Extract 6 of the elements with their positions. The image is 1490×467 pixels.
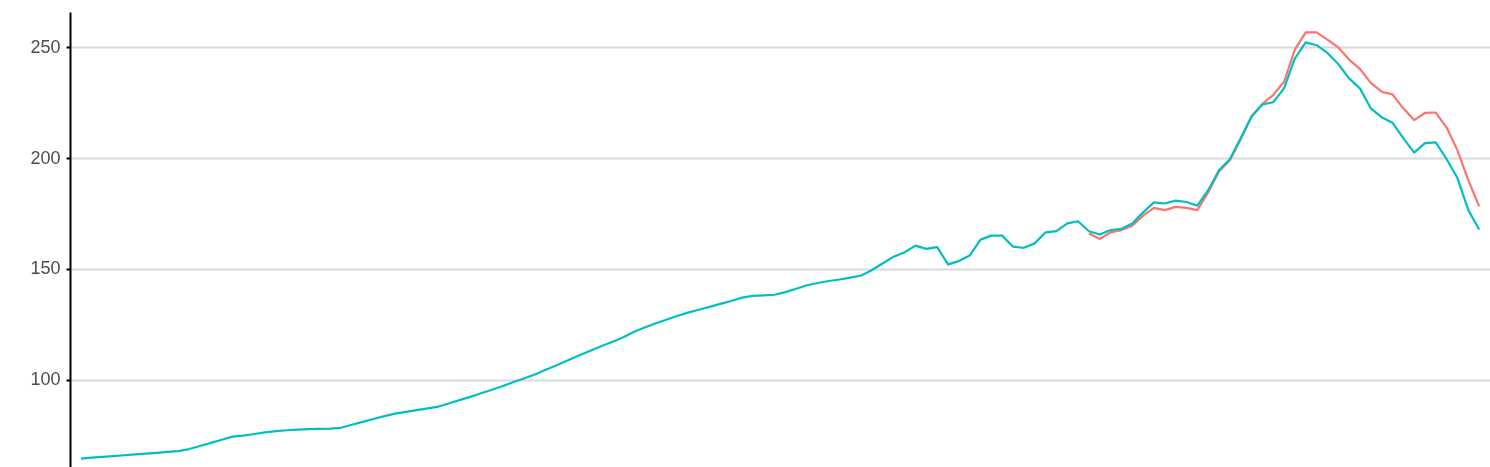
line-series xyxy=(79,41,1481,460)
y-tick-label: 100 xyxy=(30,369,61,390)
line-series xyxy=(1087,31,1481,241)
y-tick-label: 250 xyxy=(30,36,61,57)
y-tick-label: 200 xyxy=(30,147,61,168)
y-tick-label: 150 xyxy=(30,258,61,279)
